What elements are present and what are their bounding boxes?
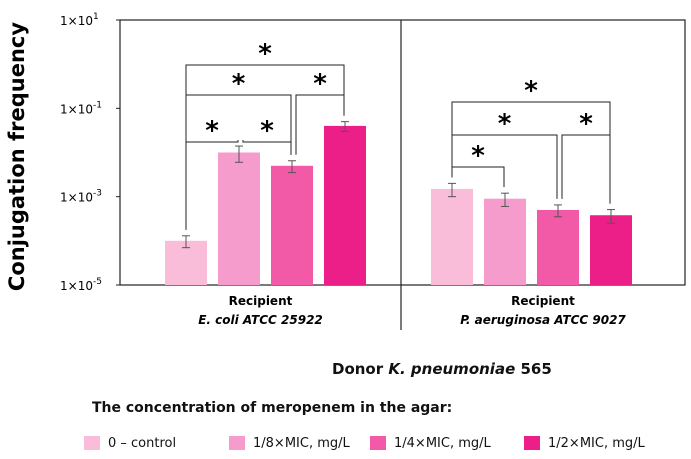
bar xyxy=(484,198,526,285)
y-tick-base: 1×10 xyxy=(60,102,93,116)
y-axis-label: Conjugation frequency xyxy=(5,22,29,291)
donor-prefix: Donor xyxy=(332,360,389,378)
legend-swatch xyxy=(229,436,245,450)
significance-star: * xyxy=(471,141,485,171)
y-tick-exponent: -1 xyxy=(93,100,102,110)
significance-star: * xyxy=(579,109,593,139)
bar xyxy=(431,188,473,285)
legend-label: 0 – control xyxy=(108,435,177,451)
donor-strain: 565 xyxy=(515,360,552,378)
y-tick-exponent: -5 xyxy=(93,277,102,287)
significance-star: * xyxy=(313,69,327,99)
bar xyxy=(590,215,632,285)
significance-star: * xyxy=(205,116,219,146)
legend-item: 1/8×MIC, mg/L xyxy=(229,434,350,452)
y-tick-exponent: -3 xyxy=(93,189,102,199)
y-tick-label: 1×10-5 xyxy=(60,277,102,293)
legend-item: 0 – control xyxy=(84,434,176,452)
legend-item: 1/4×MIC, mg/L xyxy=(370,434,491,452)
y-tick-label: 1×101 xyxy=(60,12,99,28)
significance-bracket xyxy=(561,134,611,204)
y-tick-exponent: 1 xyxy=(93,12,99,22)
bar xyxy=(324,125,366,285)
bar xyxy=(537,209,579,285)
bar xyxy=(218,152,260,285)
significance-bracket xyxy=(451,101,611,204)
legend-item: 1/2×MIC, mg/L xyxy=(524,434,645,452)
legend-swatch xyxy=(524,436,540,450)
group-subtitle: P. aeruginosa ATCC 9027 xyxy=(460,313,626,327)
significance-star: * xyxy=(258,39,272,69)
legend-label: 1/4×MIC, mg/L xyxy=(394,435,491,451)
legend-label: 1/2×MIC, mg/L xyxy=(548,435,645,451)
donor-species: K. pneumoniae xyxy=(388,360,516,378)
plot-frame xyxy=(119,19,686,286)
group-title: Recipient xyxy=(229,294,293,308)
significance-star: * xyxy=(260,116,274,146)
significance-star: * xyxy=(498,109,512,139)
donor-label: Donor K. pneumoniae 565 xyxy=(332,360,552,378)
y-tick-label: 1×10-3 xyxy=(60,189,102,205)
group-title: Recipient xyxy=(511,294,575,308)
legend-swatch xyxy=(370,436,386,450)
significance-bracket xyxy=(185,64,345,230)
bar xyxy=(271,165,313,285)
y-tick-label: 1×10-1 xyxy=(60,100,102,116)
y-tick-base: 1×10 xyxy=(60,279,93,293)
group-subtitle: E. coli ATCC 25922 xyxy=(198,313,323,327)
bar xyxy=(165,240,207,285)
legend-label: 1/8×MIC, mg/L xyxy=(253,435,350,451)
legend-swatch xyxy=(84,436,100,450)
legend-title: The concentration of meropenem in the ag… xyxy=(92,400,453,416)
significance-star: * xyxy=(232,69,246,99)
significance-star: * xyxy=(524,76,538,106)
y-tick-base: 1×10 xyxy=(60,191,93,205)
y-tick-base: 1×10 xyxy=(60,14,93,28)
